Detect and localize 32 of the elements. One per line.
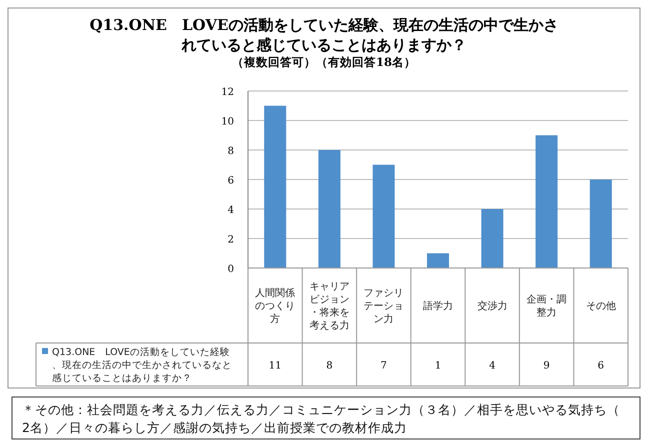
chart-subtitle: （複数回答可）（有効回答18名） — [232, 55, 416, 69]
y-tick-label: 4 — [228, 205, 234, 216]
data-label: 8 — [326, 360, 333, 372]
data-label: 4 — [489, 360, 496, 372]
y-tick-label: 6 — [228, 176, 234, 186]
data-label: 1 — [434, 360, 442, 372]
y-tick-label: 2 — [228, 234, 234, 246]
bar — [536, 135, 558, 268]
x-tick-label: その他 — [586, 300, 616, 312]
bar — [372, 164, 395, 268]
x-tick-label: ファシリテーション力 — [364, 288, 404, 325]
data-label: 9 — [543, 360, 550, 372]
bar — [318, 150, 340, 268]
y-tick-label: 12 — [221, 87, 234, 98]
legend-label: Q13.ONE LOVEの活動をしていた経験、現在の生活の中で生かされているなと感じていることはありますか？ — [52, 346, 232, 384]
x-tick-label: 語学力 — [423, 300, 453, 312]
x-tick-label: キャリアビジョン・将来を考える力 — [309, 282, 350, 332]
bar — [481, 209, 504, 268]
y-tick-label: 8 — [228, 146, 234, 157]
data-label: 7 — [380, 360, 387, 372]
y-tick-label: 0 — [228, 264, 234, 275]
chart-title: Q13.ONE LOVEの活動をしていた経験、現在の生活の中で生かされていると感じていることはありますか？ — [90, 16, 558, 54]
y-tick-label: 10 — [221, 116, 234, 128]
data-label: 6 — [598, 360, 604, 372]
x-tick-label: 交渉力 — [477, 300, 508, 312]
bar — [264, 106, 286, 268]
text: ＊その他：社会問題を考える力／伝える力／コミュニケーション力（３名）／相手を思いやる気持ち（2名）／日々の暮らし方／感謝の気持ち／出前授業での教材作成力 — [22, 402, 620, 435]
x-tick-label: 人間関係のつくり方 — [255, 287, 296, 325]
bar — [427, 253, 449, 268]
data-label: 11 — [268, 360, 282, 372]
bar — [590, 180, 612, 268]
x-tick-label: 企画・調整力 — [526, 294, 567, 318]
